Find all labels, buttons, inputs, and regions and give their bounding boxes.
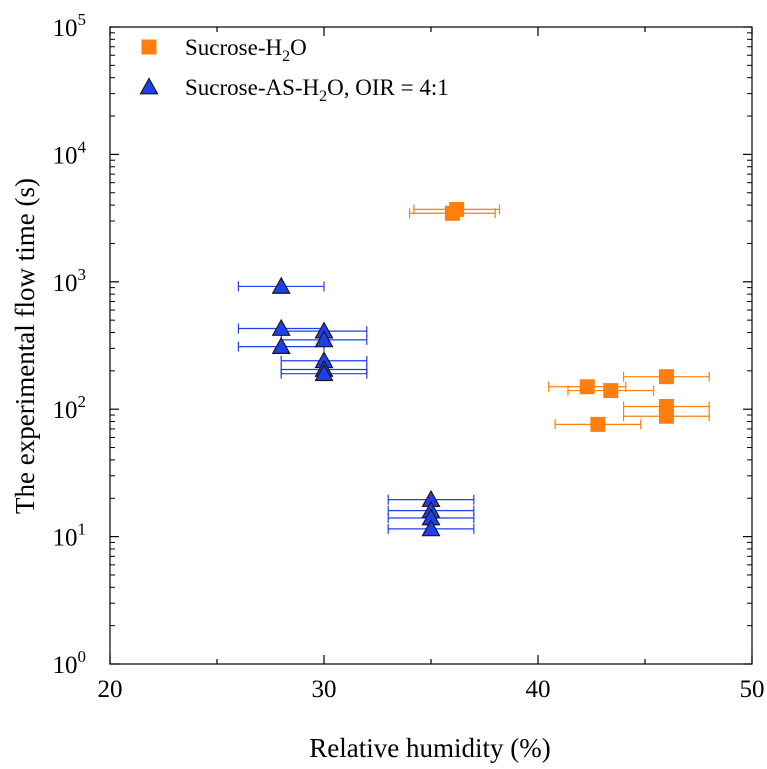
data-point bbox=[271, 276, 291, 294]
data-point bbox=[658, 369, 674, 385]
y-tick-label: 103 bbox=[53, 265, 87, 297]
data-point bbox=[271, 318, 291, 336]
legend-label: Sucrose-AS-H2O, OIR = 4:1 bbox=[185, 75, 449, 105]
legend-marker bbox=[141, 39, 157, 55]
x-tick-label: 40 bbox=[526, 676, 551, 703]
x-tick-label: 20 bbox=[98, 676, 123, 703]
data-point bbox=[590, 416, 606, 432]
data-point bbox=[421, 519, 441, 537]
y-tick-label: 105 bbox=[53, 10, 87, 42]
data-point bbox=[579, 379, 595, 395]
data-point bbox=[603, 383, 619, 399]
legend-label: Sucrose-H2O bbox=[185, 35, 307, 65]
x-tick-label: 50 bbox=[740, 676, 765, 703]
axes: 20 30 40 50 100 101 102 103 104 105 bbox=[53, 10, 765, 703]
data-point bbox=[314, 330, 334, 348]
plot-frame bbox=[109, 26, 753, 665]
y-axis-label: The experimental flow time (s) bbox=[10, 178, 40, 514]
x-axis-label: Relative humidity (%) bbox=[309, 733, 550, 763]
series-square bbox=[409, 201, 710, 432]
legend-marker bbox=[139, 77, 159, 95]
y-tick-label: 104 bbox=[53, 137, 87, 169]
series-triangle bbox=[237, 276, 475, 537]
data-point bbox=[658, 408, 674, 424]
data-point bbox=[444, 205, 460, 221]
y-tick-label: 100 bbox=[53, 647, 87, 679]
data-point bbox=[271, 336, 291, 355]
y-tick-label: 102 bbox=[53, 392, 87, 424]
plot-area bbox=[237, 201, 710, 537]
y-tick-label: 101 bbox=[53, 520, 87, 552]
x-tick-label: 30 bbox=[312, 676, 337, 703]
data-point bbox=[314, 363, 334, 382]
legend: Sucrose-H2O Sucrose-AS-H2O, OIR = 4:1 bbox=[139, 35, 449, 105]
